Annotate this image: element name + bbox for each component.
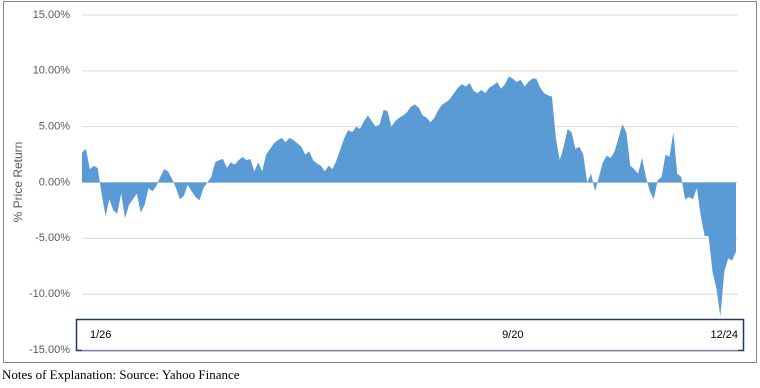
y-axis-label: % Price Return [11,142,25,223]
y-tick-label: 15.00% [33,9,71,21]
footer: Notes of Explanation: Source: Yahoo Fina… [2,367,240,382]
y-tick-label: 5.00% [39,121,70,133]
y-tick-label: 0.00% [39,176,70,188]
y-tick-label: -5.00% [35,232,70,244]
y-tick-label: -10.00% [29,288,70,300]
x-tick-label: 12/24 [710,329,738,341]
area [82,76,736,317]
x-tick-label: 1/26 [90,329,111,341]
y-tick-label: 10.00% [33,65,71,77]
x-tick-label: 9/20 [502,329,523,341]
y-tick-label: -15.00% [29,344,70,356]
